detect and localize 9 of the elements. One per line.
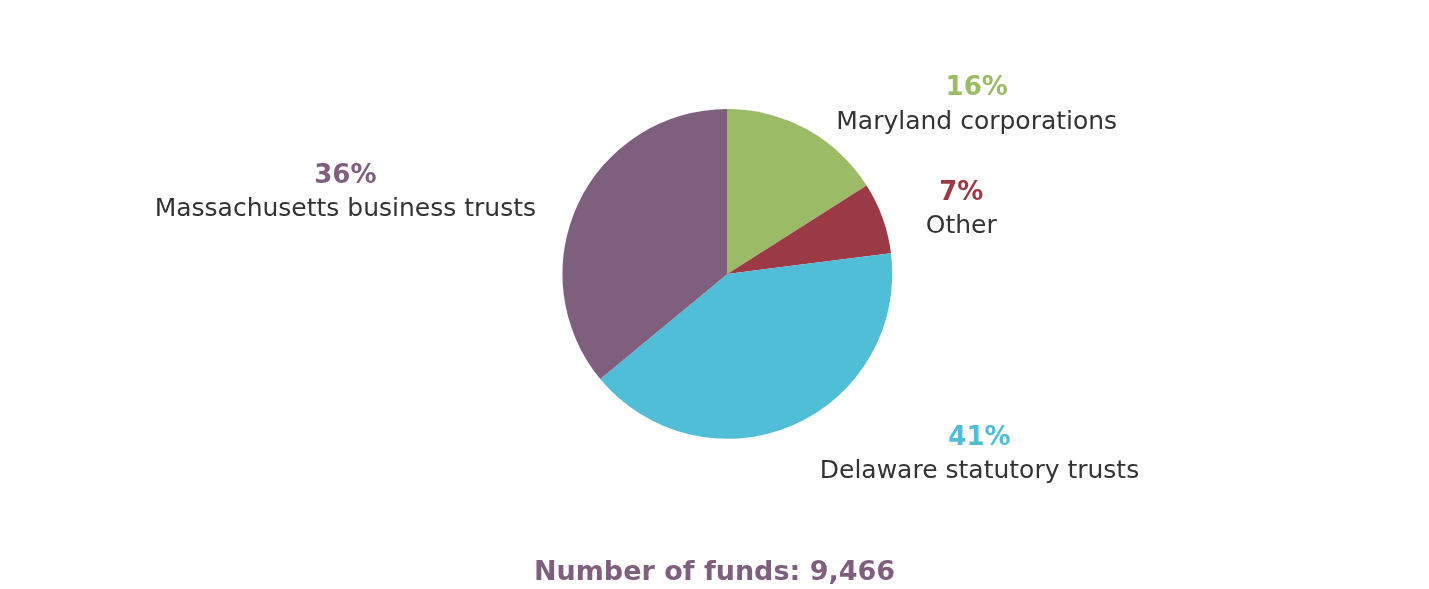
data-label: 16% xyxy=(945,71,1008,102)
text: Number of funds: 9,466 xyxy=(533,555,896,586)
data-label: 41% xyxy=(948,420,1011,451)
data-label: 36% xyxy=(314,158,377,189)
data-label: 7% xyxy=(939,175,984,206)
slice-label: Maryland corporations xyxy=(836,105,1118,135)
slice-label: Delaware statutory trusts xyxy=(819,455,1140,485)
slice-label: Other xyxy=(925,210,998,240)
slice-label: Massachusetts business trusts xyxy=(154,193,536,223)
